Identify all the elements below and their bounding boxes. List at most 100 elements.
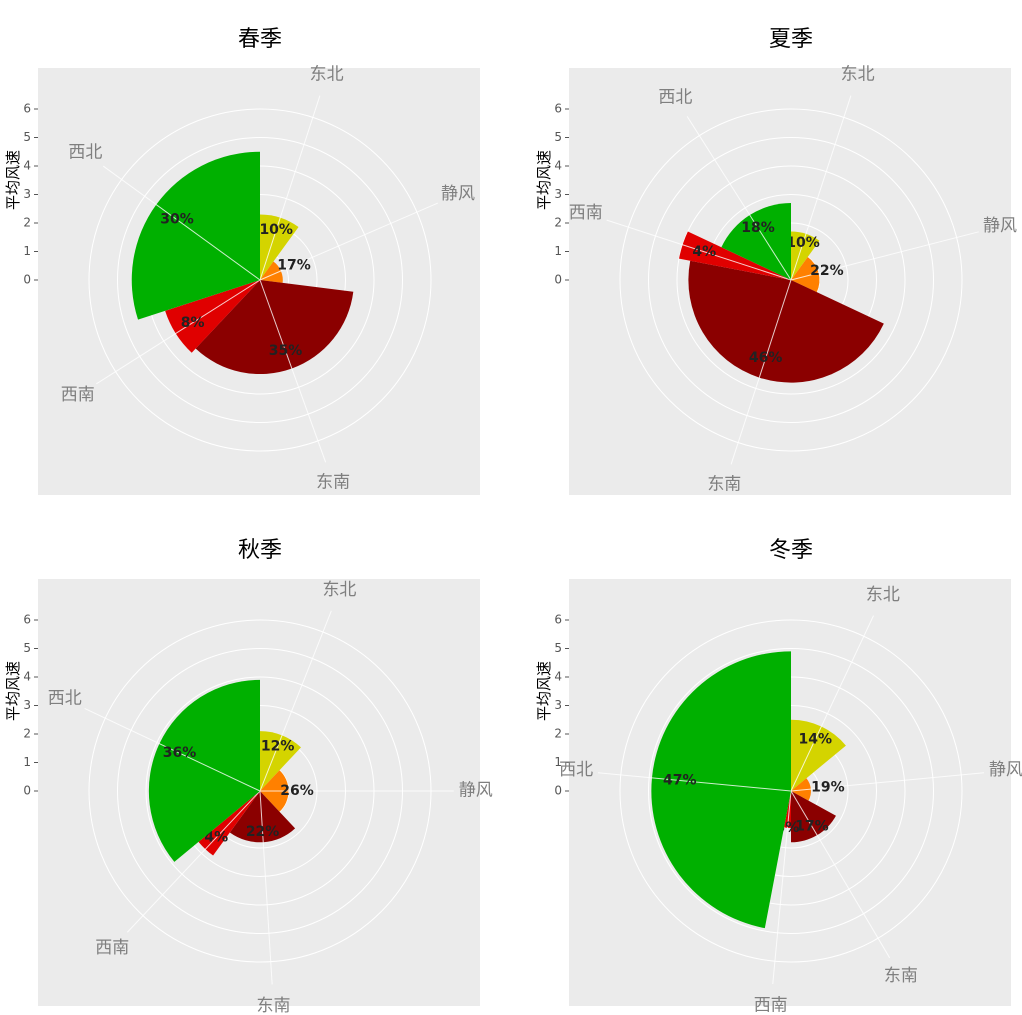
y-tick-label: 1	[23, 244, 31, 258]
share-label: 46%	[749, 350, 783, 366]
grid-spoke	[259, 95, 321, 281]
wedge	[195, 280, 354, 375]
y-tick-label: 1	[23, 755, 31, 769]
share-label: 30%	[160, 212, 194, 228]
grid-spoke	[259, 790, 273, 985]
y-tick-label: 6	[23, 613, 31, 627]
category-label: 静风	[983, 216, 1017, 236]
y-tick-label: 0	[23, 273, 31, 287]
share-label: 10%	[259, 222, 293, 238]
share-label: 36%	[163, 745, 197, 761]
category-label: 西南	[754, 995, 788, 1015]
category-label: 西北	[559, 760, 593, 780]
category-label: 东北	[866, 585, 900, 605]
grid-spoke	[259, 610, 332, 792]
share-label: 17%	[795, 818, 829, 834]
y-tick-label: 4	[554, 159, 562, 173]
category-label: 东南	[316, 473, 350, 493]
grid-spoke	[790, 790, 891, 959]
share-label: 35%	[269, 343, 303, 359]
y-tick-label: 2	[23, 216, 31, 230]
grid-circle	[88, 108, 432, 452]
y-axis-title: 平均风速	[4, 150, 22, 210]
grid-spoke	[259, 202, 439, 281]
y-axis-title: 平均风速	[535, 661, 553, 721]
y-tick-label: 5	[554, 641, 562, 655]
y-tick-label: 6	[23, 102, 31, 116]
grid-circle	[619, 619, 963, 963]
share-label: 22%	[246, 824, 280, 840]
wedge	[260, 731, 301, 791]
category-label: 西南	[95, 938, 129, 958]
grid-spoke	[790, 95, 852, 281]
category-label: 东南	[884, 966, 918, 986]
grid-spoke	[790, 615, 874, 792]
grid-spoke	[790, 231, 979, 281]
wedge	[651, 651, 791, 929]
wedge	[688, 260, 884, 383]
y-tick-label: 3	[23, 698, 31, 712]
wedge	[229, 791, 296, 843]
category-label: 西南	[569, 203, 603, 223]
grid-circle	[117, 137, 403, 423]
wedge	[165, 280, 260, 353]
share-label: 4%	[692, 244, 716, 260]
wedge	[791, 719, 846, 791]
category-label: 东南	[257, 996, 291, 1015]
share-label: 47%	[663, 772, 697, 788]
y-tick-label: 2	[554, 216, 562, 230]
y-tick-label: 5	[23, 130, 31, 144]
y-tick-label: 2	[23, 727, 31, 741]
y-tick-label: 4	[554, 670, 562, 684]
wedge	[679, 231, 791, 280]
grid-circle	[648, 137, 934, 423]
y-axis-title: 平均风速	[535, 150, 553, 210]
y-tick-label: 4	[23, 159, 31, 173]
grid-circle	[676, 165, 906, 395]
grid-circle	[648, 648, 934, 934]
y-tick-label: 5	[23, 641, 31, 655]
share-label: 12%	[261, 738, 295, 754]
grid-circle	[619, 108, 963, 452]
share-label: 10%	[786, 235, 820, 251]
wedge	[784, 791, 791, 829]
y-tick-label: 3	[554, 698, 562, 712]
y-tick-label: 4	[23, 670, 31, 684]
y-axis-title: 平均风速	[4, 661, 22, 721]
grid-spoke	[606, 219, 792, 281]
grid-spoke	[686, 116, 792, 281]
category-label: 东南	[707, 475, 741, 495]
chart-title: 春季	[238, 27, 282, 52]
wedge	[260, 214, 299, 280]
wedge	[148, 679, 260, 862]
grid-spoke	[259, 279, 327, 463]
category-label: 西北	[658, 87, 692, 107]
y-tick-label: 3	[23, 187, 31, 201]
share-label: 18%	[741, 220, 775, 236]
wedge	[791, 231, 820, 280]
grid-spoke	[790, 772, 984, 792]
category-label: 静风	[989, 760, 1022, 780]
y-tick-label: 6	[554, 102, 562, 116]
wedge	[791, 791, 836, 843]
y-tick-label: 0	[23, 784, 31, 798]
grid-spoke	[96, 279, 261, 385]
category-label: 静风	[459, 781, 493, 801]
wedge	[131, 151, 260, 320]
category-label: 东北	[322, 580, 356, 600]
y-tick-label: 5	[554, 130, 562, 144]
share-label: 4%	[204, 830, 228, 846]
chart-title: 秋季	[238, 538, 282, 563]
wedge	[791, 778, 811, 801]
y-tick-label: 0	[554, 273, 562, 287]
grid-spoke	[84, 708, 261, 792]
y-tick-label: 6	[554, 613, 562, 627]
y-tick-label: 0	[554, 784, 562, 798]
wedge	[791, 256, 820, 293]
category-label: 西北	[68, 143, 102, 163]
category-label: 西北	[48, 689, 82, 709]
